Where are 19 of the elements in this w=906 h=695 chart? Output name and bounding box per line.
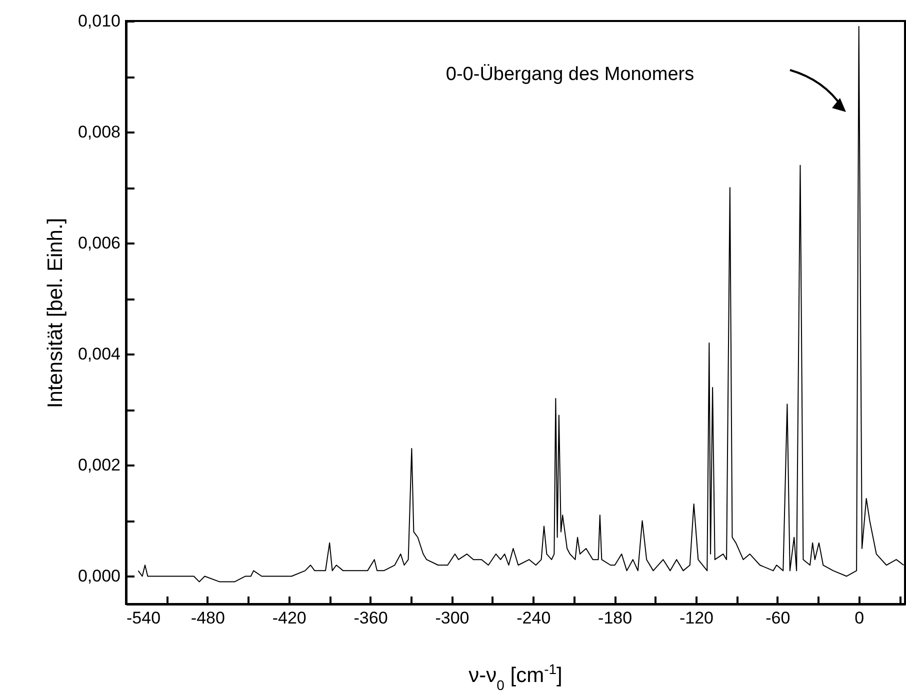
y-tick-label: 0,006 — [78, 234, 120, 253]
x-axis-title: ν-ν$_{0}$ [cm$^{-1}$] — [468, 661, 562, 693]
y-tick-label: 0,010 — [78, 12, 120, 30]
y-tick-label: 0,002 — [78, 456, 120, 475]
y-axis-title: Intensität [bel. Einh.] — [44, 218, 67, 408]
x-tick-label: -60 — [766, 608, 790, 628]
y-tick-label: 0,008 — [78, 122, 120, 142]
x-tick-label: -120 — [679, 608, 714, 628]
y-tick-label: 0,000 — [78, 566, 120, 586]
x-tick-label: -480 — [190, 608, 225, 628]
annotation: 0-0-Übergang des Monomers — [446, 64, 694, 85]
y-tick-label: 0,004 — [78, 344, 120, 364]
x-tick-label: -420 — [272, 608, 306, 628]
x-tick-label: -540 — [126, 608, 161, 628]
x-tick-label: -360 — [354, 608, 388, 628]
x-tick-label: -180 — [598, 608, 632, 628]
x-tick-label: -300 — [435, 608, 470, 628]
x-tick-label: 0 — [854, 608, 864, 628]
x-tick-label: -240 — [516, 608, 551, 628]
